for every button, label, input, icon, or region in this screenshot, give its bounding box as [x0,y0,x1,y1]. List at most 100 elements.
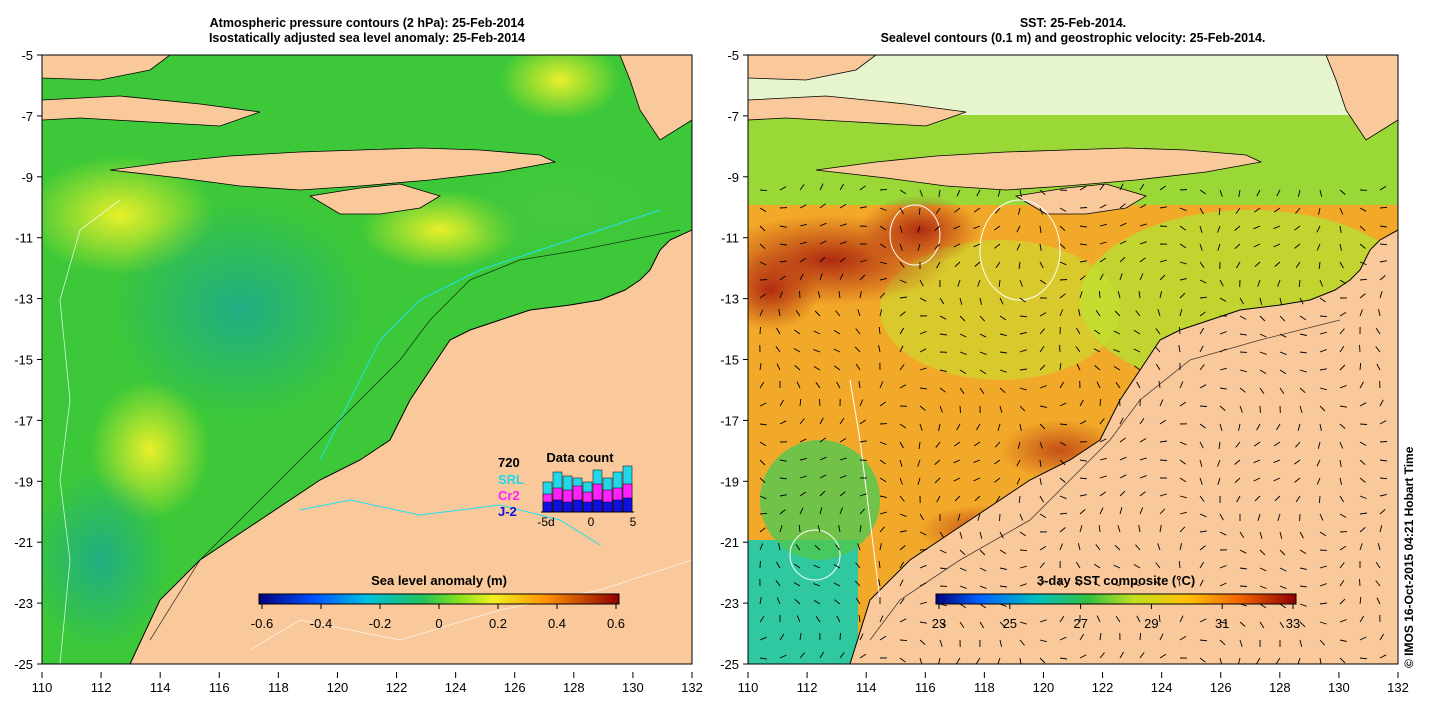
velocity-arrow [1099,204,1107,209]
velocity-arrow [1016,243,1021,251]
velocity-arrow [817,291,821,299]
velocity-arrow [759,616,765,623]
velocity-arrow [1114,310,1121,317]
velocity-arrow [1059,459,1066,466]
velocity-arrow [859,419,866,425]
velocity-arrow [759,243,766,250]
velocity-arrow [899,561,904,569]
velocity-arrow [979,351,987,356]
velocity-arrow [1039,639,1047,643]
velocity-arrow [857,309,861,317]
velocity-arrow [1339,189,1346,195]
left-title-line2: Isostatically adjusted sea level anomaly… [208,31,526,45]
velocity-arrow [1359,543,1363,551]
velocity-arrow [1134,365,1141,371]
velocity-arrow [795,309,801,317]
velocity-arrow [1059,363,1062,371]
velocity-arrow [1179,225,1186,231]
velocity-arrow [1059,615,1065,623]
velocity-arrow [1179,526,1186,533]
velocity-arrow [1039,441,1043,449]
velocity-arrow [934,459,941,465]
velocity-arrow [974,207,981,213]
velocity-arrow [1339,328,1345,335]
velocity-arrow [1273,441,1281,447]
velocity-arrow [1179,278,1187,281]
anomaly-low-patch [42,470,170,650]
velocity-arrow [1039,207,1044,215]
velocity-arrow [1159,525,1162,533]
velocity-arrow [858,381,861,389]
data-count-title: Data count [546,450,614,465]
velocity-arrow [1115,382,1121,389]
lat-label: -23 [14,596,33,611]
velocity-arrow [879,261,887,265]
velocity-arrow [939,315,947,320]
velocity-arrow [1339,495,1344,503]
velocity-arrow [1039,364,1046,371]
velocity-arrow [1199,345,1204,353]
velocity-arrow [1274,207,1281,213]
velocity-arrow [1039,312,1047,317]
velocity-arrow [939,333,947,336]
velocity-arrow [919,601,927,605]
velocity-arrow [1139,475,1147,479]
velocity-arrow [799,204,807,209]
lat-label: -7 [727,109,739,124]
velocity-arrow [859,274,866,281]
velocity-arrow [1254,441,1261,447]
velocity-arrow [1139,632,1142,641]
velocity-arrow [839,491,846,497]
velocity-arrow [999,333,1007,337]
velocity-arrow [939,567,947,570]
velocity-arrow [1217,243,1221,251]
velocity-arrow [1159,259,1167,263]
lon-label: 116 [915,680,936,695]
velocity-arrow [799,418,805,425]
velocity-arrow [1217,477,1221,485]
velocity-arrow [1254,495,1261,502]
velocity-arrow [879,543,882,551]
velocity-arrow [1059,225,1066,232]
velocity-arrow [1359,578,1361,587]
velocity-arrow [833,348,841,353]
velocity-arrow [759,495,767,500]
velocity-arrow [1099,241,1107,245]
velocity-arrow [1199,495,1205,502]
velocity-arrow [879,277,887,281]
velocity-arrow [835,544,841,551]
velocity-arrow [839,632,841,641]
velocity-arrow [1199,530,1207,533]
velocity-arrow [813,599,821,605]
velocity-arrow [1375,561,1381,569]
velocity-arrow [839,257,846,263]
velocity-arrow [859,440,867,443]
velocity-arrow [1113,583,1121,587]
velocity-arrow [1219,531,1227,536]
velocity-arrow [957,513,961,521]
velocity-arrow [1119,417,1124,425]
velocity-arrow [833,582,841,587]
velocity-arrow [1319,583,1327,587]
velocity-arrow [1317,441,1321,449]
velocity-arrow [1279,297,1283,305]
velocity-arrow [1136,381,1141,389]
sst-map [748,55,1398,664]
velocity-arrow [1273,459,1281,464]
velocity-arrow [1019,565,1027,569]
velocity-arrow [1339,441,1344,449]
velocity-arrow [999,297,1004,305]
velocity-arrow [1179,381,1184,389]
velocity-arrow [1339,598,1346,605]
velocity-arrow [794,598,801,605]
sst-warm-patch [860,195,980,265]
velocity-arrow [1234,243,1241,250]
velocity-arrow [759,189,768,192]
velocity-arrow [994,459,1001,465]
velocity-arrow [1359,402,1367,407]
velocity-arrow [1239,297,1244,305]
velocity-arrow [1339,345,1345,353]
velocity-arrow [879,526,885,533]
velocity-arrow [799,184,805,191]
velocity-arrow [1019,513,1024,521]
